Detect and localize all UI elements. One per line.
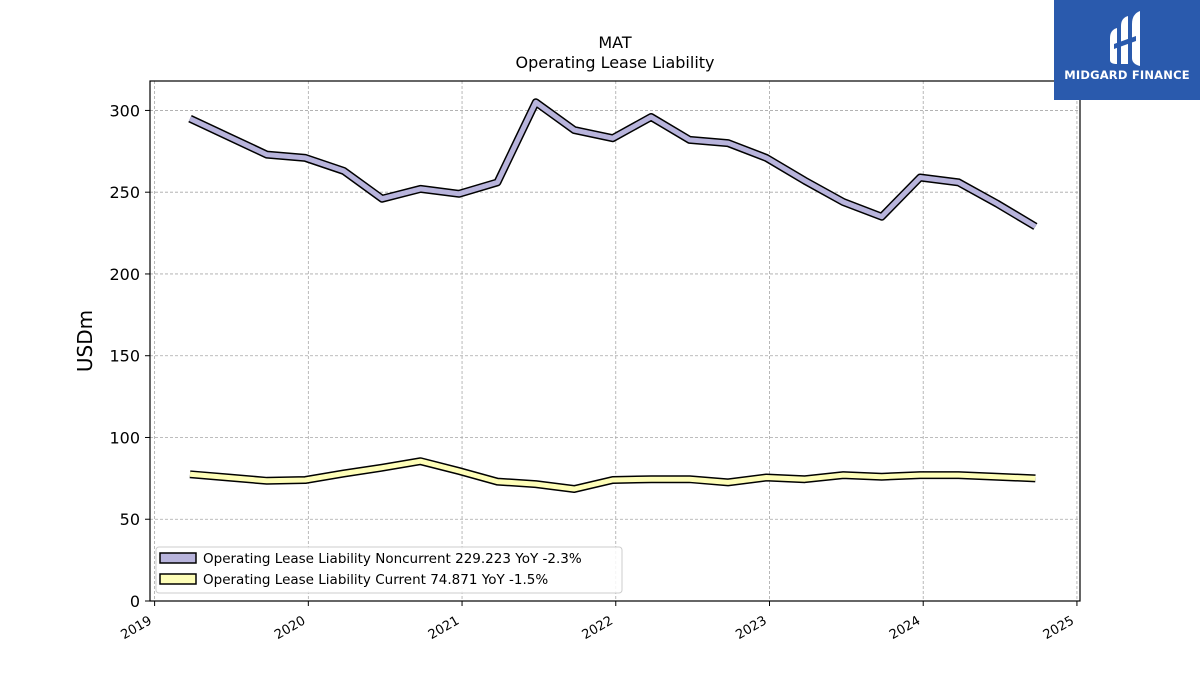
series-1-line (188, 99, 1037, 229)
x-tick-label: 2024 (887, 613, 923, 643)
chart-title: MAT (598, 33, 632, 52)
grid-lines (150, 81, 1080, 602)
legend-label: Operating Lease Liability Current 74.871… (203, 572, 548, 588)
midgard-finance-logo-icon (1110, 11, 1140, 66)
x-tick-label: 2019 (118, 613, 154, 643)
legend-swatch (159, 552, 197, 564)
y-tick-label: 150 (109, 347, 140, 366)
y-tick-label: 250 (109, 183, 140, 202)
y-axis-label: USDm (73, 310, 97, 372)
brand-logo: MIDGARD FINANCE (1054, 0, 1200, 100)
x-tick-label: 2022 (580, 613, 616, 643)
brand-logo-text: MIDGARD FINANCE (1064, 68, 1190, 82)
legend-box (155, 546, 623, 594)
x-tick-label: 2023 (733, 613, 769, 643)
y-tick-label: 0 (130, 592, 140, 611)
legend-swatch (159, 573, 197, 585)
x-tick-label: 2020 (272, 613, 308, 643)
series-layer (188, 98, 1038, 493)
y-tick-label: 300 (109, 101, 140, 120)
series-2-line (189, 458, 1036, 492)
y-tick-label: 200 (109, 265, 140, 284)
y-tick-label: 100 (109, 428, 140, 447)
legend: Operating Lease Liability Noncurrent 229… (155, 546, 623, 594)
plot-frame (149, 80, 1081, 602)
x-tick-label: 2025 (1041, 613, 1077, 643)
chart-subtitle: Operating Lease Liability (515, 53, 714, 72)
legend-label: Operating Lease Liability Noncurrent 229… (203, 551, 582, 567)
x-tick-label: 2021 (426, 613, 462, 643)
y-tick-label: 50 (120, 510, 140, 529)
